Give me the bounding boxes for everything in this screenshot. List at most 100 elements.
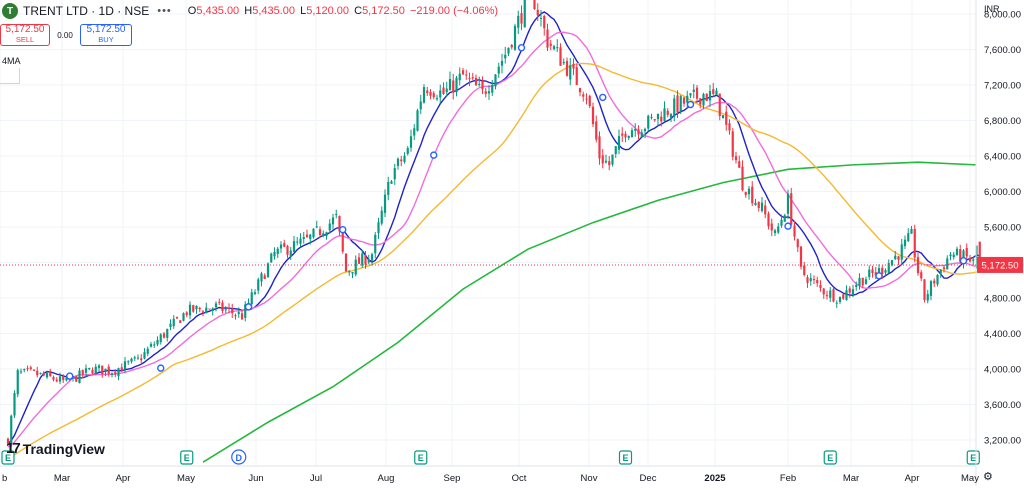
candle-body [565,60,569,76]
low-key: L [300,5,307,17]
dividend-marker[interactable] [875,272,883,280]
earnings-badge[interactable] [823,450,837,465]
candle-body [172,318,175,327]
candle-body [208,308,211,310]
candle-body [913,228,916,258]
dividend-badge[interactable] [231,449,247,465]
dividend-marker[interactable] [339,225,347,234]
indicator-collapse-toggle[interactable] [0,68,20,84]
gear-icon[interactable]: ⚙ [983,471,993,483]
dividend-marker[interactable] [686,100,695,109]
candle-body [725,111,728,125]
time-axis[interactable]: b Mar Apr May Jun Jul Aug Sep Oct Nov Dec 2025 Feb Ma… [2,473,979,484]
spread-value: 0.00 [57,30,73,40]
candle-body [94,366,97,374]
high-key: H [244,5,253,17]
earnings-badge[interactable] [180,450,194,465]
symbol-legend: T TRENT LTD · 1D · NSE ••• O5,435.00 H5,… [0,0,500,22]
candle-body [933,280,936,284]
candle-body [305,234,309,238]
time-tick-label: 2025 [704,473,726,484]
time-tick-label: Feb [780,473,796,484]
candle-body [816,280,819,284]
candle-body [754,202,757,206]
candle-body [318,229,322,235]
candle-body [364,255,367,265]
dividend-marker[interactable] [244,303,253,311]
dividend-marker[interactable] [517,44,526,52]
earnings-badge[interactable] [618,450,633,465]
more-dots-icon[interactable]: ••• [157,5,172,17]
time-tick-label: Mar [843,473,859,484]
open-key: O [187,5,197,17]
candle-body [855,284,858,288]
candle-body [799,246,803,267]
candle-body [643,128,647,132]
candle-body [406,148,409,154]
candle-body [455,77,458,93]
candle-body [770,223,773,231]
candle-body [312,228,315,238]
dividend-marker[interactable] [430,151,438,159]
candle-body [650,116,653,118]
candle-body [689,93,692,96]
candle-body [185,312,188,315]
candle-body [331,217,335,225]
ma-50-line [7,62,980,459]
candle-body [370,254,374,261]
dividend-marker[interactable] [599,93,607,102]
candle-body [413,128,416,136]
candle-body [240,313,244,320]
candle-body [968,257,972,262]
indicator-label[interactable]: 4MA [2,56,21,66]
candle-body [764,205,767,215]
time-tick-label: Nov [581,473,598,484]
symbol-title[interactable]: TRENT LTD · 1D · NSE [23,4,150,18]
candle-body [572,63,575,69]
event-badge-letter: E [5,453,11,463]
candle-body [679,96,682,112]
close-value: 5,172.50 [362,5,405,17]
grid-layer [0,0,976,466]
company-logo-icon: T [2,3,18,19]
candle-body [341,231,344,252]
earnings-badge[interactable] [1,450,15,465]
candle-body [484,91,487,94]
candle-body [374,234,377,254]
candle-body [65,377,68,381]
currency-label[interactable]: INR [984,4,1000,14]
candle-body [32,369,36,371]
candle-body [783,215,786,222]
candle-body [491,84,494,93]
candle-body [465,74,468,76]
change-value: −219.00 (−4.06%) [409,5,499,17]
candle-body [513,26,517,50]
earnings-badge[interactable] [414,450,428,465]
candle-body [822,288,825,295]
candle-body [52,377,55,380]
candle-body [715,90,718,95]
candle-body [42,372,45,376]
candle-body [45,372,49,378]
dividend-marker[interactable] [959,257,968,265]
low-value: 5,120.00 [306,5,350,17]
price-axis[interactable]: 3,200.00 3,600.00 4,000.00 4,400.00 4,800.00… [984,10,1021,447]
candle-body [426,90,429,94]
candle-body [344,253,348,272]
candle-body [182,313,185,321]
sell-button[interactable]: 5,172.50 SELL [0,24,50,46]
candle-body [195,306,198,310]
candle-body [699,98,702,105]
time-tick-label: May [177,473,195,484]
candle-body [712,89,715,95]
buy-button[interactable]: 5,172.50 BUY [80,24,132,46]
candle-body [806,277,809,283]
candle-body [422,87,426,103]
dividend-marker[interactable] [157,364,165,372]
dividend-marker[interactable] [784,222,792,230]
ma200-layer [202,161,977,463]
candle-body [442,87,445,95]
dividend-marker[interactable] [66,372,74,380]
